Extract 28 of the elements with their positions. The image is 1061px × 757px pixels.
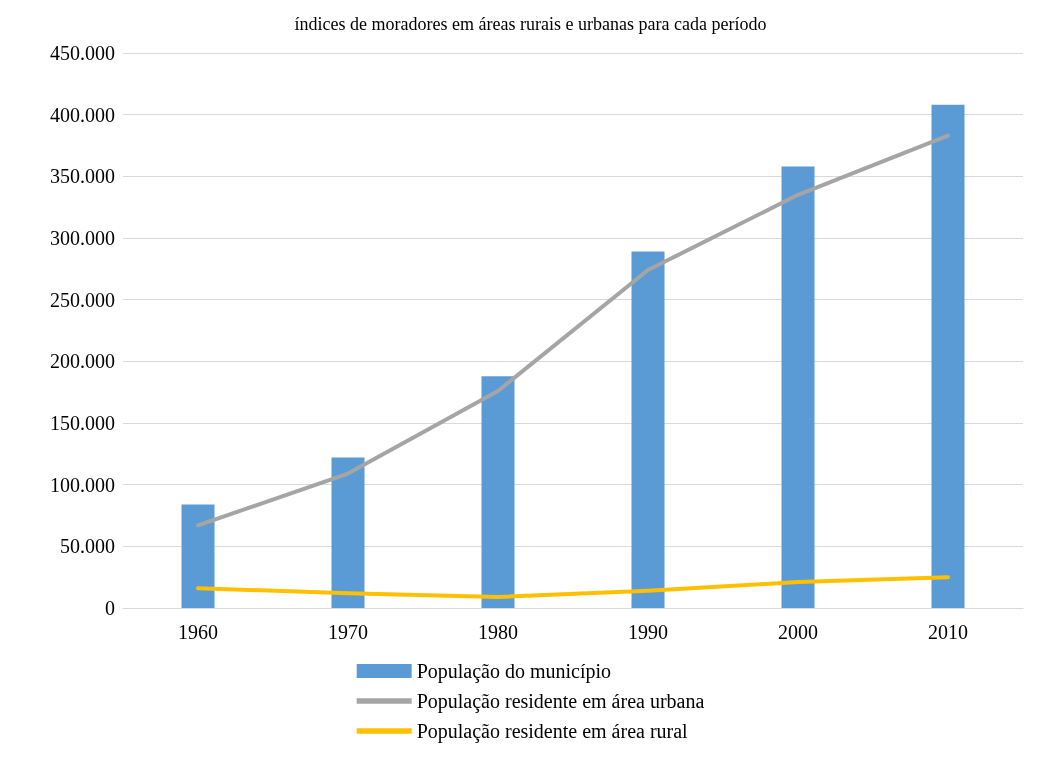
x-tick-label: 1970 [328, 621, 368, 643]
x-tick-label: 2000 [778, 621, 818, 643]
y-tick-label: 200.000 [50, 350, 115, 373]
y-tick-label: 400.000 [50, 103, 115, 126]
bar [181, 504, 215, 608]
y-tick-label: 300.000 [50, 227, 115, 249]
x-tick-label: 2010 [928, 621, 968, 643]
y-tick-label: 0 [105, 597, 115, 619]
y-tick-label: 100.000 [50, 473, 115, 496]
x-tick-label: 1980 [478, 621, 518, 643]
x-tick-label: 1960 [178, 621, 218, 643]
line-series [196, 133, 950, 528]
x-tick-label: 1990 [628, 621, 668, 643]
y-tick-label: 450.000 [50, 42, 115, 64]
y-tick-label: 150.000 [50, 412, 115, 434]
bar [781, 166, 815, 608]
bar [631, 251, 665, 608]
line-series [196, 575, 950, 599]
y-tick-label: 250.000 [50, 288, 115, 311]
legend-label: População residente em área rural [416, 720, 689, 743]
chart-title: índices de moradores em áreas rurais e urbanas para cada período [294, 14, 767, 34]
y-tick-label: 350.000 [50, 165, 115, 188]
legend-label: População do município [416, 660, 612, 683]
y-tick-label: 50.000 [60, 535, 115, 558]
bar [931, 104, 965, 608]
bar [481, 376, 515, 608]
legend-label: População residente em área urbana [416, 690, 705, 713]
bar [331, 457, 365, 608]
